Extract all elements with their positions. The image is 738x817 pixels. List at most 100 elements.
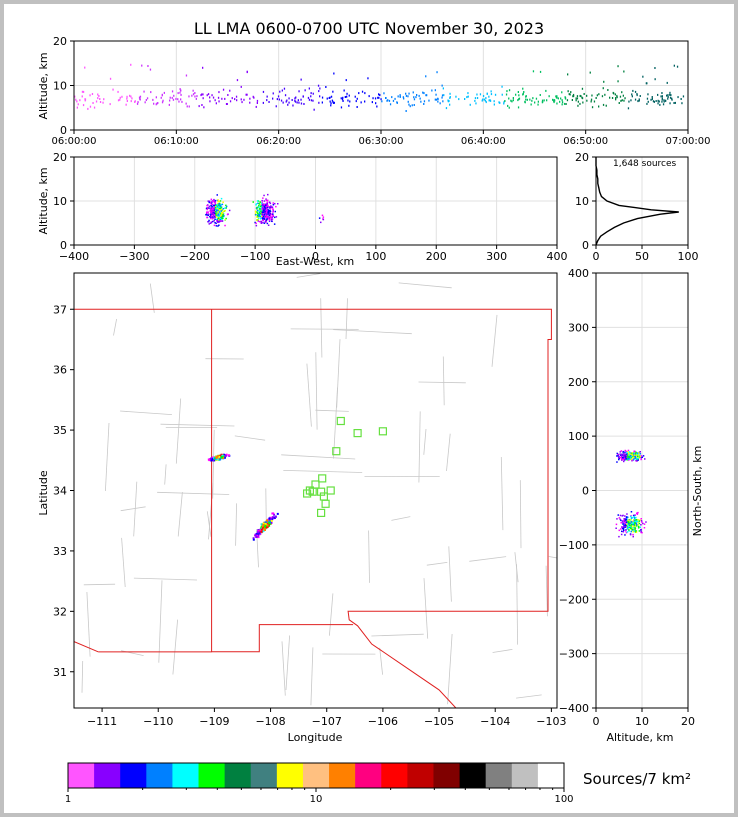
source-point (482, 95, 485, 97)
source-point (625, 458, 627, 460)
north-south-panel: 0 10 20 −400 −300 −200 −100 0 100 200 300 400 (559, 267, 695, 728)
source-point (634, 98, 637, 101)
source-point (637, 455, 639, 457)
source-point (628, 456, 630, 458)
source-point (298, 90, 300, 93)
source-point (224, 210, 226, 212)
source-point (281, 89, 283, 92)
source-point (625, 516, 628, 518)
source-point (517, 91, 519, 93)
source-point (157, 102, 159, 104)
source-point (631, 95, 633, 98)
source-point (240, 85, 242, 88)
source-point (226, 103, 228, 105)
source-point (611, 97, 614, 99)
source-point (637, 457, 639, 460)
source-point (212, 220, 214, 223)
colorbar-swatch (250, 763, 278, 788)
source-point (161, 101, 164, 104)
source-point (267, 212, 269, 214)
source-point (217, 209, 220, 211)
source-point (625, 453, 627, 456)
source-point (175, 97, 177, 100)
source-point (210, 217, 212, 220)
source-point (620, 450, 623, 452)
altitude-time-ylabel: Altitude, km (37, 52, 50, 119)
source-point (624, 522, 626, 524)
source-point (482, 98, 484, 101)
source-point (210, 216, 212, 218)
x-tick-label: −400 (59, 250, 89, 263)
source-point (265, 210, 267, 213)
source-point (258, 214, 260, 216)
source-point (297, 99, 299, 102)
source-point (640, 518, 642, 520)
source-point (152, 98, 154, 101)
y-tick-label: 33 (53, 545, 67, 558)
source-point (263, 218, 266, 220)
source-point (579, 102, 581, 105)
x-tick-label: 0 (593, 250, 600, 263)
source-point (270, 205, 272, 207)
source-point (651, 97, 653, 100)
source-point (559, 100, 561, 103)
source-point (263, 222, 266, 224)
source-point (624, 534, 626, 536)
source-point (169, 96, 171, 99)
source-point (268, 214, 270, 216)
source-point (259, 216, 262, 218)
source-point (196, 95, 198, 98)
source-point (222, 208, 225, 210)
colorbar-swatch (485, 763, 513, 788)
x-tick-label: 100 (678, 250, 699, 263)
colorbar-swatch (329, 763, 356, 788)
source-point (163, 91, 165, 94)
x-tick-label: 06:00:00 (52, 136, 97, 147)
source-point (139, 95, 142, 98)
source-point (623, 529, 625, 531)
source-point (84, 66, 86, 69)
source-point (635, 459, 637, 462)
source-point (637, 100, 639, 103)
source-point (625, 450, 628, 453)
source-point (635, 519, 637, 521)
source-point (222, 210, 225, 213)
colorbar-tick-label: 10 (310, 794, 323, 805)
source-point (620, 533, 623, 536)
source-point (260, 210, 262, 213)
source-point (119, 96, 121, 99)
source-point (156, 102, 158, 105)
source-point (317, 84, 320, 87)
source-point (493, 103, 495, 106)
source-point (340, 106, 343, 109)
source-point (680, 98, 682, 100)
source-pixel (265, 521, 268, 524)
source-point (635, 519, 638, 521)
source-point (624, 453, 627, 456)
source-point (270, 215, 272, 218)
source-point (226, 213, 229, 216)
source-point (266, 211, 269, 213)
source-point (405, 92, 407, 95)
source-point (219, 211, 222, 214)
source-point (627, 520, 629, 523)
source-point (522, 87, 524, 90)
source-point (261, 215, 263, 217)
source-point (209, 100, 211, 103)
source-point (214, 201, 216, 204)
source-pixel (267, 518, 270, 521)
source-point (636, 525, 638, 527)
source-point (263, 208, 265, 210)
source-point (634, 457, 636, 459)
source-point (442, 87, 444, 90)
source-point (319, 95, 321, 98)
source-point (185, 102, 187, 105)
source-point (639, 95, 641, 97)
source-point (277, 203, 279, 205)
source-point (273, 223, 276, 225)
source-point (266, 216, 269, 218)
county-boundary (320, 298, 323, 358)
source-point (333, 72, 335, 75)
source-point (388, 99, 391, 102)
source-point (218, 91, 220, 94)
